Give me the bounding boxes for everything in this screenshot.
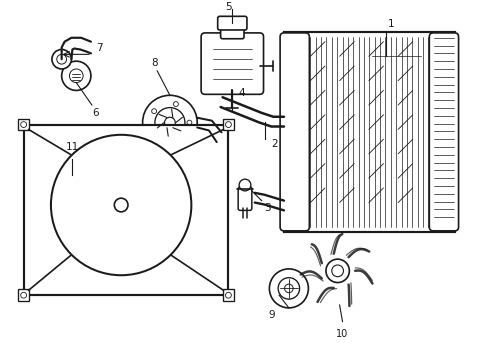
FancyBboxPatch shape	[222, 289, 234, 301]
Circle shape	[143, 95, 197, 150]
FancyBboxPatch shape	[284, 32, 455, 232]
Circle shape	[187, 120, 192, 125]
Circle shape	[173, 102, 178, 107]
Circle shape	[239, 179, 251, 191]
Text: 6: 6	[92, 108, 98, 118]
FancyBboxPatch shape	[18, 119, 29, 130]
Text: 1: 1	[388, 19, 394, 29]
Circle shape	[62, 61, 91, 90]
FancyBboxPatch shape	[280, 33, 309, 231]
FancyBboxPatch shape	[18, 289, 29, 301]
Text: 7: 7	[96, 44, 102, 54]
FancyBboxPatch shape	[24, 125, 228, 295]
Text: 2: 2	[271, 139, 278, 149]
Circle shape	[51, 135, 192, 275]
Text: 5: 5	[225, 3, 232, 12]
FancyBboxPatch shape	[222, 119, 234, 130]
Circle shape	[152, 132, 157, 136]
Circle shape	[70, 69, 83, 83]
Circle shape	[165, 117, 175, 128]
Text: 9: 9	[268, 310, 274, 320]
Circle shape	[225, 122, 231, 127]
Circle shape	[57, 54, 67, 64]
Circle shape	[21, 122, 26, 127]
FancyBboxPatch shape	[220, 23, 244, 39]
FancyBboxPatch shape	[429, 33, 459, 231]
Text: 3: 3	[265, 203, 271, 212]
Circle shape	[332, 265, 343, 277]
Circle shape	[225, 292, 231, 298]
Circle shape	[52, 49, 72, 69]
FancyBboxPatch shape	[218, 16, 247, 30]
Circle shape	[173, 139, 178, 144]
Text: 10: 10	[337, 329, 349, 339]
FancyBboxPatch shape	[201, 33, 264, 94]
Circle shape	[278, 278, 299, 299]
Text: 8: 8	[151, 58, 158, 68]
Text: 4: 4	[238, 88, 245, 98]
FancyBboxPatch shape	[238, 187, 252, 210]
Circle shape	[114, 198, 128, 212]
Circle shape	[155, 108, 185, 138]
Text: 11: 11	[66, 142, 79, 152]
Circle shape	[285, 284, 293, 293]
Circle shape	[326, 259, 349, 283]
Circle shape	[152, 109, 157, 114]
Circle shape	[270, 269, 308, 308]
Circle shape	[21, 292, 26, 298]
